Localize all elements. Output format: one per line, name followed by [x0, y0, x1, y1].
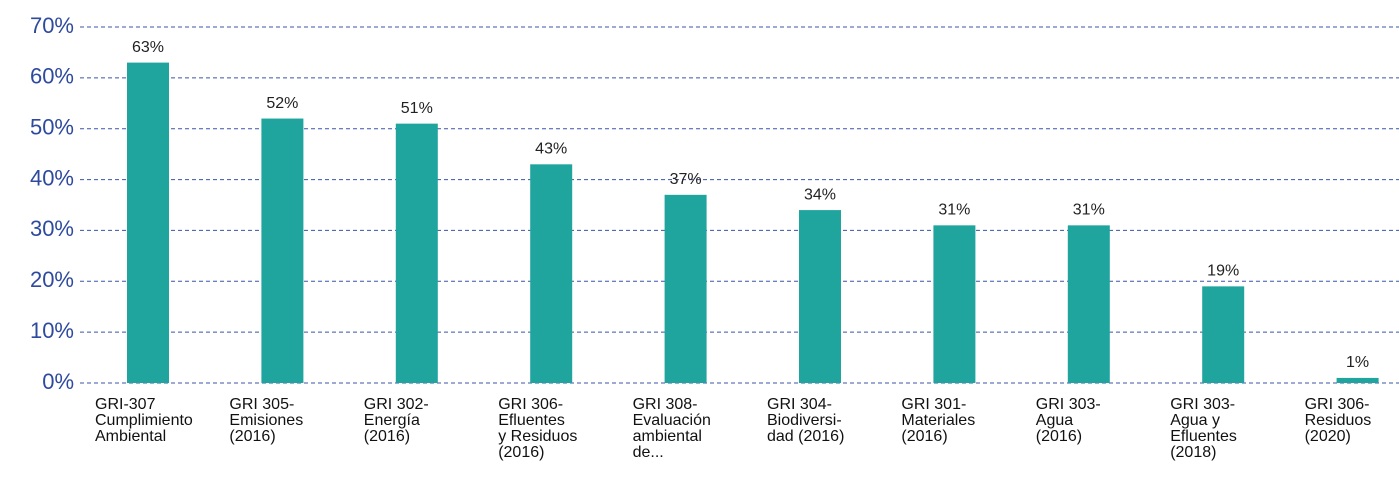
x-tick-label: GRI 305- Emisiones (2016) [229, 396, 304, 445]
value-label: 52% [266, 95, 298, 112]
bar [799, 210, 841, 383]
x-tick-label: GRI 306- Residuos (2020) [1304, 396, 1372, 445]
y-tick-label: 10% [30, 318, 74, 343]
x-tick-label: GRI 308- Evaluación ambiental de... [632, 396, 711, 461]
y-tick-label: 60% [30, 64, 74, 89]
x-tick-label: GRI 301- Materiales (2016) [901, 396, 976, 445]
value-label: 37% [670, 171, 702, 188]
value-label: 19% [1207, 263, 1239, 280]
y-tick-label: 30% [30, 216, 74, 241]
y-tick-label: 20% [30, 267, 74, 292]
value-label: 34% [804, 186, 836, 203]
bar [395, 123, 438, 383]
y-tick-label: 50% [30, 115, 74, 140]
x-tick-label: GRI 306- Efluentes y Residuos (2016) [498, 396, 578, 461]
bar [1202, 286, 1245, 383]
bar [530, 164, 573, 383]
bar [127, 62, 169, 383]
x-tick-label: GRI 304- Biodiversi- dad (2016) [767, 396, 845, 445]
bar [1336, 377, 1379, 383]
y-tick-label: 70% [30, 13, 74, 38]
bar [933, 225, 976, 383]
x-tick-label: GRI 302- Energía (2016) [363, 396, 429, 445]
y-tick-label: 0% [42, 369, 74, 394]
value-label: 63% [132, 39, 164, 56]
bar [664, 194, 707, 383]
value-label: 1% [1346, 354, 1369, 371]
value-label: 43% [535, 141, 567, 158]
value-label: 51% [401, 100, 433, 117]
value-label: 31% [1073, 202, 1105, 219]
bar [261, 118, 304, 384]
x-tick-label: GRI 303- Agua y Efluentes (2018) [1170, 396, 1237, 461]
x-tick-label: GRI 303- Agua (2016) [1035, 396, 1101, 445]
bar [1067, 225, 1110, 383]
value-label: 31% [938, 202, 970, 219]
x-tick-label: GRI-307 Cumplimiento Ambiental [95, 396, 193, 445]
y-tick-label: 40% [30, 165, 74, 190]
